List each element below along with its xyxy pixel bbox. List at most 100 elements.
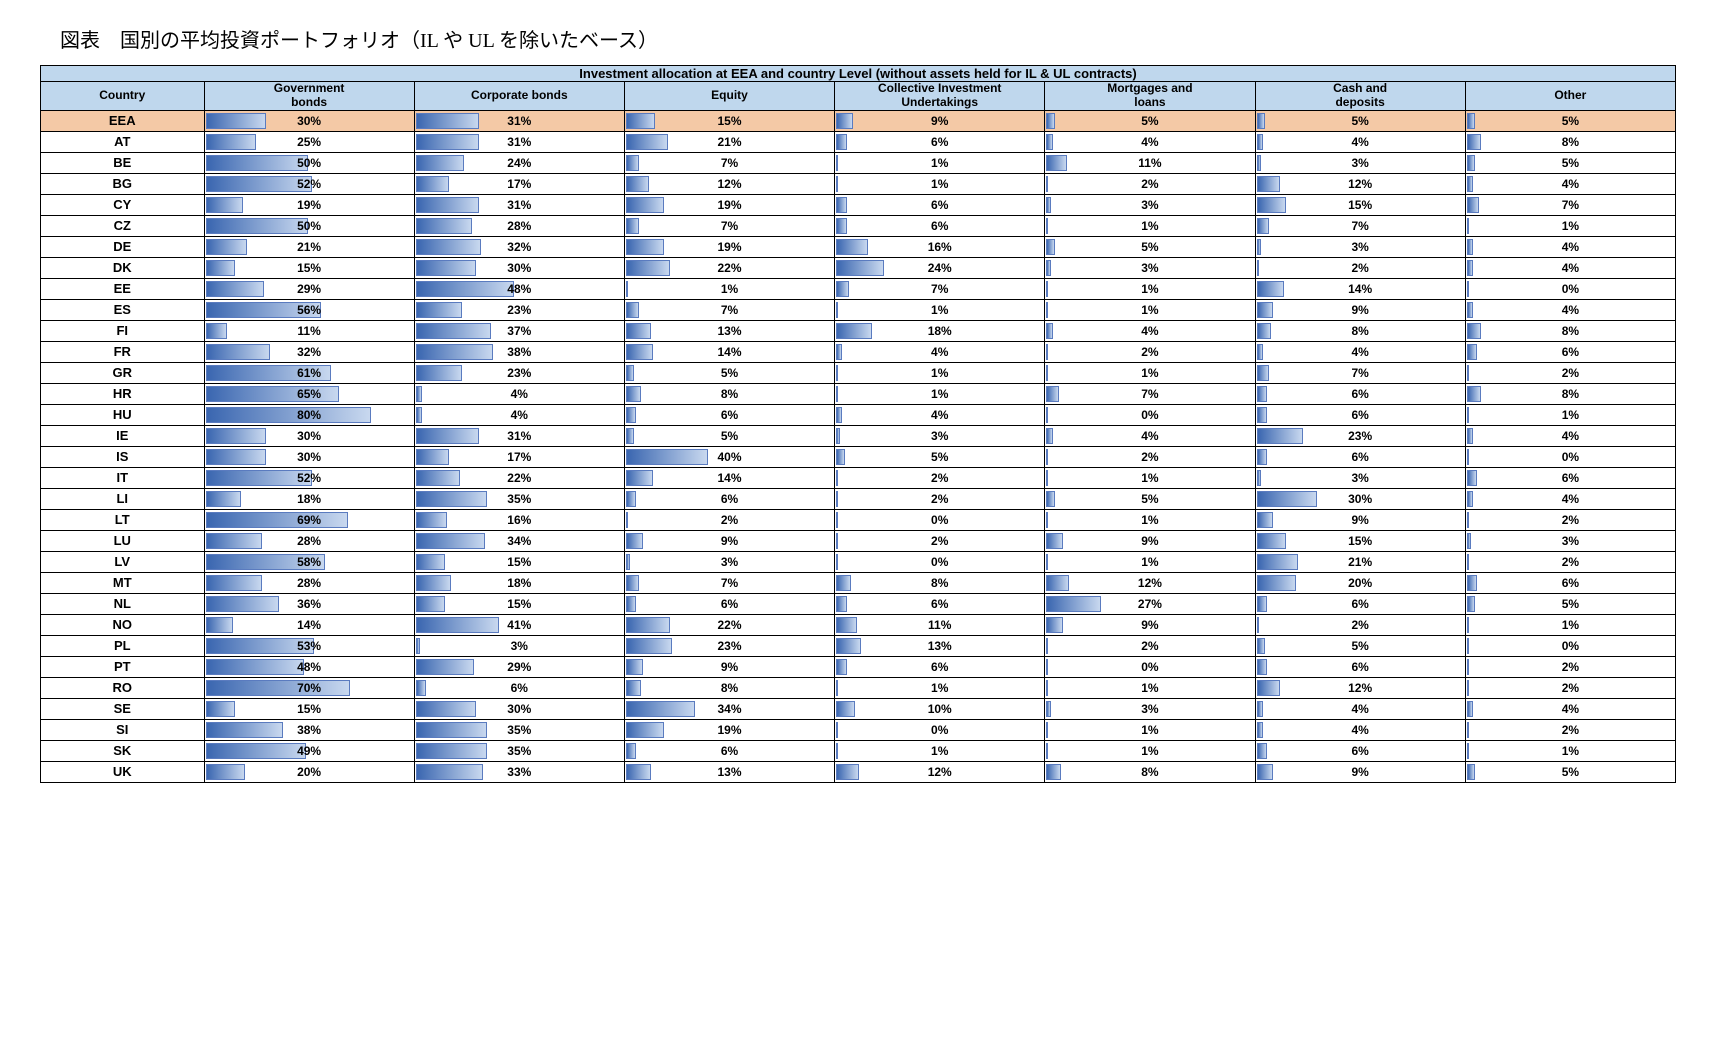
value-cell: 4% bbox=[1465, 698, 1675, 719]
value-cell: 49% bbox=[204, 740, 414, 761]
value-bar bbox=[1467, 512, 1469, 528]
value-label: 7% bbox=[1141, 387, 1158, 401]
value-bar bbox=[1467, 764, 1475, 780]
value-cell: 30% bbox=[204, 425, 414, 446]
value-label: 1% bbox=[1562, 744, 1579, 758]
value-cell: 7% bbox=[835, 278, 1045, 299]
value-cell: 1% bbox=[835, 740, 1045, 761]
value-cell: 7% bbox=[1465, 194, 1675, 215]
value-bar bbox=[416, 155, 464, 171]
value-label: 1% bbox=[1562, 219, 1579, 233]
value-label: 80% bbox=[297, 408, 321, 422]
value-cell: 12% bbox=[835, 761, 1045, 782]
value-bar bbox=[206, 680, 350, 696]
value-label: 1% bbox=[1562, 408, 1579, 422]
value-label: 35% bbox=[507, 744, 531, 758]
value-label: 12% bbox=[1348, 177, 1372, 191]
value-cell: 13% bbox=[835, 635, 1045, 656]
value-bar bbox=[1046, 449, 1048, 465]
value-label: 6% bbox=[931, 219, 948, 233]
value-cell: 34% bbox=[414, 530, 624, 551]
value-cell: 3% bbox=[1465, 530, 1675, 551]
value-bar bbox=[1046, 659, 1048, 675]
value-bar bbox=[416, 680, 427, 696]
value-cell: 16% bbox=[835, 236, 1045, 257]
value-cell: 11% bbox=[1045, 152, 1255, 173]
value-cell: 28% bbox=[204, 530, 414, 551]
value-bar bbox=[206, 239, 248, 255]
value-cell: 13% bbox=[624, 320, 834, 341]
value-cell: 2% bbox=[1045, 635, 1255, 656]
value-cell: 15% bbox=[1255, 194, 1465, 215]
country-cell: LU bbox=[41, 530, 205, 551]
value-bar bbox=[206, 134, 256, 150]
value-label: 28% bbox=[297, 534, 321, 548]
value-cell: 5% bbox=[624, 362, 834, 383]
value-cell: 30% bbox=[414, 257, 624, 278]
value-cell: 30% bbox=[204, 446, 414, 467]
value-label: 1% bbox=[1141, 513, 1158, 527]
table-row: PT48%29%9%6%0%6%2% bbox=[41, 656, 1676, 677]
table-row: NO14%41%22%11%9%2%1% bbox=[41, 614, 1676, 635]
value-bar bbox=[206, 218, 309, 234]
value-label: 5% bbox=[1562, 765, 1579, 779]
value-bar bbox=[1467, 176, 1473, 192]
value-bar bbox=[836, 197, 847, 213]
value-label: 50% bbox=[297, 219, 321, 233]
table-row: LT69%16%2%0%1%9%2% bbox=[41, 509, 1676, 530]
value-bar bbox=[836, 491, 838, 507]
value-label: 0% bbox=[1562, 639, 1579, 653]
value-cell: 31% bbox=[414, 110, 624, 131]
value-bar bbox=[1046, 197, 1050, 213]
value-label: 6% bbox=[721, 492, 738, 506]
value-label: 2% bbox=[721, 513, 738, 527]
value-bar bbox=[626, 680, 641, 696]
country-cell: GR bbox=[41, 362, 205, 383]
value-cell: 32% bbox=[414, 236, 624, 257]
value-cell: 5% bbox=[1465, 110, 1675, 131]
value-bar bbox=[1467, 428, 1473, 444]
value-cell: 2% bbox=[1255, 257, 1465, 278]
value-cell: 2% bbox=[835, 488, 1045, 509]
value-cell: 2% bbox=[1465, 719, 1675, 740]
value-bar bbox=[626, 491, 637, 507]
value-cell: 11% bbox=[835, 614, 1045, 635]
table-row: ES56%23%7%1%1%9%4% bbox=[41, 299, 1676, 320]
table-row: CY19%31%19%6%3%15%7% bbox=[41, 194, 1676, 215]
value-cell: 12% bbox=[1045, 572, 1255, 593]
value-label: 5% bbox=[1141, 492, 1158, 506]
value-cell: 19% bbox=[204, 194, 414, 215]
value-bar bbox=[1257, 512, 1274, 528]
value-label: 4% bbox=[1141, 429, 1158, 443]
value-bar bbox=[1467, 533, 1471, 549]
value-bar bbox=[836, 407, 842, 423]
value-cell: 19% bbox=[624, 719, 834, 740]
value-cell: 7% bbox=[1045, 383, 1255, 404]
value-bar bbox=[1467, 281, 1469, 297]
value-cell: 9% bbox=[624, 530, 834, 551]
value-label: 3% bbox=[1351, 156, 1368, 170]
value-label: 8% bbox=[1351, 324, 1368, 338]
country-cell: SI bbox=[41, 719, 205, 740]
value-bar bbox=[1046, 113, 1054, 129]
value-bar bbox=[626, 596, 637, 612]
value-cell: 23% bbox=[414, 299, 624, 320]
value-cell: 2% bbox=[1045, 173, 1255, 194]
value-cell: 1% bbox=[1045, 719, 1255, 740]
value-bar bbox=[416, 554, 445, 570]
value-cell: 3% bbox=[1255, 152, 1465, 173]
value-label: 4% bbox=[511, 408, 528, 422]
column-header: Other bbox=[1465, 82, 1675, 111]
value-bar bbox=[1257, 260, 1259, 276]
value-label: 32% bbox=[297, 345, 321, 359]
value-label: 5% bbox=[721, 366, 738, 380]
value-label: 49% bbox=[297, 744, 321, 758]
value-label: 1% bbox=[1141, 471, 1158, 485]
value-label: 1% bbox=[1141, 366, 1158, 380]
value-label: 3% bbox=[511, 639, 528, 653]
value-bar bbox=[1467, 554, 1469, 570]
value-bar bbox=[626, 386, 641, 402]
value-label: 2% bbox=[1562, 681, 1579, 695]
value-cell: 1% bbox=[1465, 215, 1675, 236]
value-bar bbox=[1046, 365, 1048, 381]
